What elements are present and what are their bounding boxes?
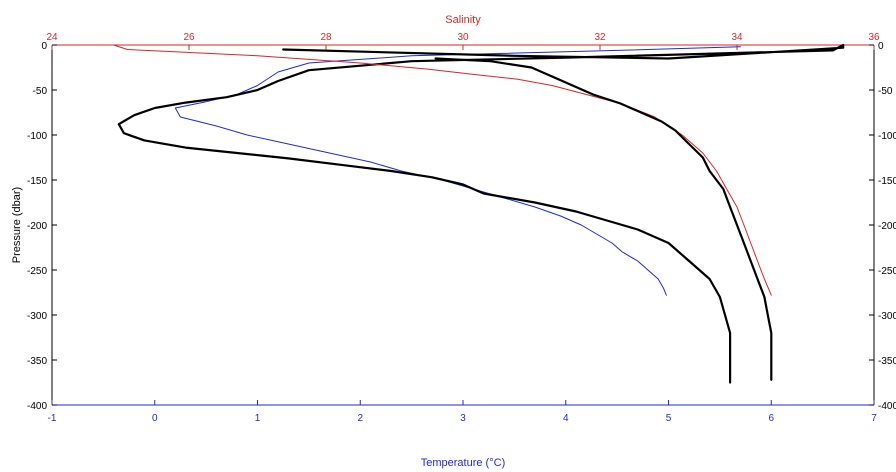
- top-tick-label: 24: [46, 32, 58, 43]
- bottom-axis-ticks: -1 0 1 2 3 4 5 6 7: [48, 400, 877, 424]
- right-tick-label: -150: [878, 176, 896, 187]
- right-tick-label: -400: [878, 401, 896, 412]
- bottom-tick-label: 0: [152, 413, 158, 424]
- bottom-axis-title: Temperature (°C): [421, 457, 505, 469]
- top-tick-label: 36: [868, 32, 880, 43]
- left-tick-label: -100: [27, 131, 47, 142]
- left-tick-label: 0: [41, 41, 47, 52]
- salinity-profile-line-3: [434, 57, 773, 381]
- temperature-profile-line-1: [117, 43, 845, 384]
- bottom-tick-label: 7: [871, 413, 877, 424]
- right-tick-label: 0: [878, 41, 884, 52]
- left-tick-label: -200: [27, 221, 47, 232]
- data-series: [113, 43, 845, 384]
- top-tick-label: 34: [731, 32, 743, 43]
- bottom-tick-label: 5: [666, 413, 672, 424]
- left-tick-label: -250: [27, 266, 47, 277]
- right-axis-ticks: 0 -50 -100 -150 -200 -250 -300 -350 -400: [869, 41, 896, 412]
- left-tick-label: -300: [27, 311, 47, 322]
- left-axis-title: Pressure (dbar): [11, 187, 23, 263]
- temperature-profile-line-0: [174, 46, 741, 296]
- right-tick-label: -200: [878, 221, 896, 232]
- left-tick-label: -150: [27, 176, 47, 187]
- salinity-profile-line-2: [113, 44, 772, 296]
- top-tick-label: 28: [320, 32, 332, 43]
- bottom-tick-label: 3: [460, 413, 466, 424]
- bottom-tick-label: 2: [357, 413, 363, 424]
- left-tick-label: -50: [33, 86, 48, 97]
- left-axis-ticks: 0 -50 -100 -150 -200 -250 -300 -350 -400: [27, 41, 57, 412]
- bottom-tick-label: 6: [768, 413, 774, 424]
- top-tick-label: 26: [183, 32, 195, 43]
- right-tick-label: -50: [878, 86, 893, 97]
- top-axis-ticks: 24 26 28 30 32 34 36: [46, 32, 880, 50]
- right-tick-label: -100: [878, 131, 896, 142]
- right-tick-label: -350: [878, 356, 896, 367]
- top-tick-label: 32: [594, 32, 606, 43]
- bottom-tick-label: -1: [48, 413, 57, 424]
- top-tick-label: 30: [457, 32, 469, 43]
- plot-frame: [51, 44, 875, 406]
- top-axis-title: Salinity: [445, 14, 481, 26]
- left-tick-label: -400: [27, 401, 47, 412]
- left-tick-label: -350: [27, 356, 47, 367]
- bottom-tick-label: 4: [563, 413, 569, 424]
- bottom-tick-label: 1: [255, 413, 261, 424]
- right-tick-label: -300: [878, 311, 896, 322]
- right-tick-label: -250: [878, 266, 896, 277]
